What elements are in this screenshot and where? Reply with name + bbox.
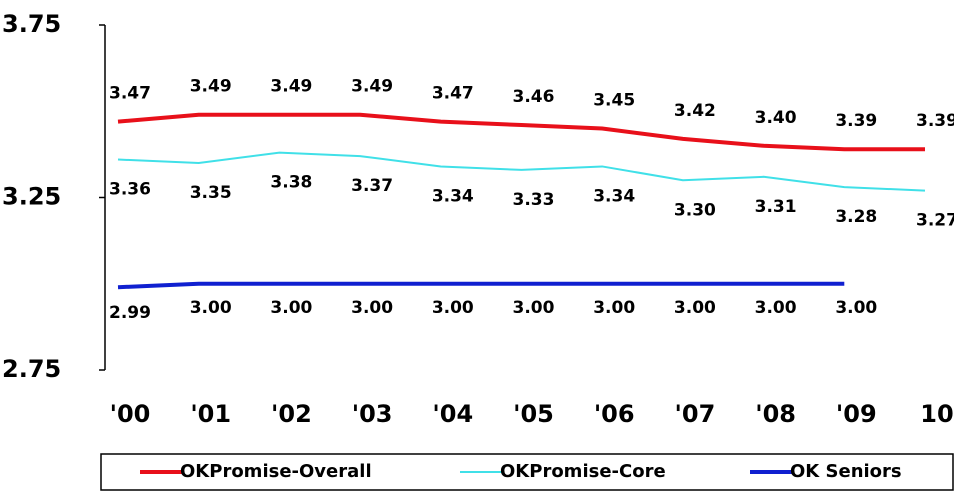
data-label: 3.45 [593, 91, 635, 111]
data-label: 3.42 [674, 101, 716, 121]
x-tick-label: '07 [675, 400, 716, 428]
x-tick-label: '08 [755, 400, 796, 428]
data-label: 3.39 [916, 111, 954, 131]
data-label: 3.35 [190, 183, 232, 203]
data-label: 3.33 [513, 190, 555, 210]
x-tick-label: '01 [190, 400, 231, 428]
data-label: 3.27 [916, 211, 954, 231]
legend-label: OKPromise-Overall [180, 461, 372, 482]
x-tick-label: '03 [352, 400, 393, 428]
data-label: 3.36 [109, 180, 151, 200]
series-line [117, 112, 925, 152]
x-tick-label: '02 [271, 400, 312, 428]
x-tick-label: '04 [432, 400, 473, 428]
data-label: 3.34 [593, 186, 635, 206]
data-label: 3.46 [513, 87, 555, 107]
data-label: 3.00 [351, 298, 393, 318]
data-label: 3.38 [270, 173, 312, 193]
series-line [117, 151, 926, 192]
data-label: 3.49 [351, 77, 393, 97]
legend-box [100, 453, 954, 491]
data-label: 3.37 [351, 176, 393, 196]
y-tick-label: 2.75 [2, 355, 61, 383]
data-label: 3.00 [835, 298, 877, 318]
data-label: 3.00 [270, 298, 312, 318]
data-label: 3.00 [190, 298, 232, 318]
y-tick-label: 3.75 [2, 10, 61, 38]
legend-label: OK Seniors [790, 461, 902, 482]
data-label: 2.99 [109, 303, 151, 323]
data-label: 3.00 [755, 298, 797, 318]
data-label: 3.00 [593, 298, 635, 318]
data-label: 3.47 [109, 84, 151, 104]
data-label: 3.40 [755, 108, 797, 128]
legend-label: OKPromise-Core [500, 461, 666, 482]
x-tick-label: 10 [920, 400, 953, 428]
data-label: 3.30 [674, 200, 716, 220]
data-label: 3.49 [190, 77, 232, 97]
data-label: 3.49 [270, 77, 312, 97]
data-label: 3.47 [432, 84, 474, 104]
data-label: 3.00 [513, 298, 555, 318]
data-label: 3.39 [835, 111, 877, 131]
y-tick-label: 3.25 [2, 183, 61, 211]
data-label: 3.34 [432, 186, 474, 206]
x-tick-label: '00 [110, 400, 151, 428]
x-tick-label: '06 [594, 400, 635, 428]
data-label: 3.28 [835, 207, 877, 227]
series-line [117, 281, 845, 290]
data-label: 3.00 [432, 298, 474, 318]
data-label: 3.00 [674, 298, 716, 318]
data-label: 3.31 [755, 197, 797, 217]
x-tick-label: '09 [836, 400, 877, 428]
x-tick-label: '05 [513, 400, 554, 428]
